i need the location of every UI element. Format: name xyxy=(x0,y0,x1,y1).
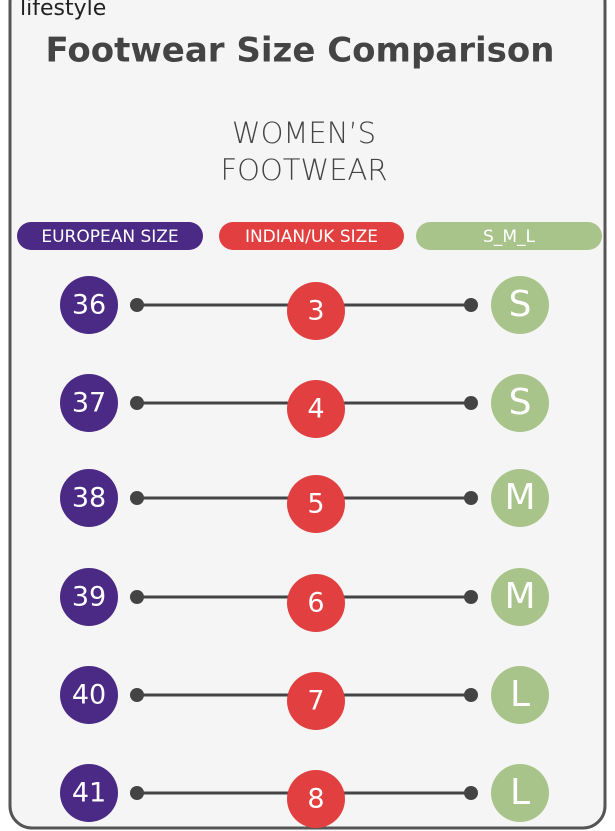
size-badge xyxy=(287,672,345,730)
size-label: M xyxy=(504,477,535,518)
size-label: 37 xyxy=(72,388,106,419)
size-badge xyxy=(60,764,118,822)
size-label: S xyxy=(509,284,532,325)
header-label: EUROPEAN SIZE xyxy=(41,227,178,247)
size-badge xyxy=(287,770,345,828)
size-label: 41 xyxy=(72,778,106,809)
header-pill xyxy=(416,222,602,250)
dot xyxy=(130,590,144,604)
dot xyxy=(130,688,144,702)
size-label: S xyxy=(509,382,532,423)
size-badge xyxy=(491,276,549,334)
size-badge xyxy=(491,374,549,432)
size-badge xyxy=(491,469,549,527)
size-label: 36 xyxy=(72,290,106,321)
dot xyxy=(130,396,144,410)
size-label: 39 xyxy=(72,582,106,613)
size-badge xyxy=(287,574,345,632)
header-pill xyxy=(219,222,404,250)
header-pill xyxy=(17,222,203,250)
header-label: S_M_L xyxy=(483,227,535,247)
size-label: 5 xyxy=(307,489,324,520)
size-label: 8 xyxy=(307,784,324,815)
size-badge xyxy=(60,666,118,724)
dot xyxy=(464,590,478,604)
dot xyxy=(130,298,144,312)
size-label: 7 xyxy=(307,686,324,717)
size-label: L xyxy=(510,772,530,813)
size-badge xyxy=(287,475,345,533)
title: Footwear Size Comparison xyxy=(46,31,555,71)
dot xyxy=(130,786,144,800)
size-label: L xyxy=(510,674,530,715)
dot xyxy=(464,491,478,505)
dot xyxy=(464,298,478,312)
size-badge xyxy=(491,764,549,822)
dot xyxy=(130,491,144,505)
size-badge xyxy=(60,374,118,432)
dot xyxy=(464,688,478,702)
size-label: M xyxy=(504,576,535,617)
subtitle: FOOTWEAR xyxy=(220,153,387,187)
dot xyxy=(464,786,478,800)
size-badge xyxy=(60,568,118,626)
size-badge xyxy=(60,276,118,334)
header-label: INDIAN/UK SIZE xyxy=(245,227,378,247)
size-badge xyxy=(60,469,118,527)
size-badge xyxy=(287,282,345,340)
dot xyxy=(464,396,478,410)
brand: lifestyle xyxy=(20,0,106,21)
size-label: 6 xyxy=(307,588,324,619)
size-label: 3 xyxy=(307,296,324,327)
size-label: 40 xyxy=(72,680,106,711)
size-label: 38 xyxy=(72,483,106,514)
size-badge xyxy=(491,666,549,724)
subtitle: WOMEN’S xyxy=(232,116,376,150)
size-label: 4 xyxy=(307,394,324,425)
size-badge xyxy=(491,568,549,626)
size-badge xyxy=(287,380,345,438)
